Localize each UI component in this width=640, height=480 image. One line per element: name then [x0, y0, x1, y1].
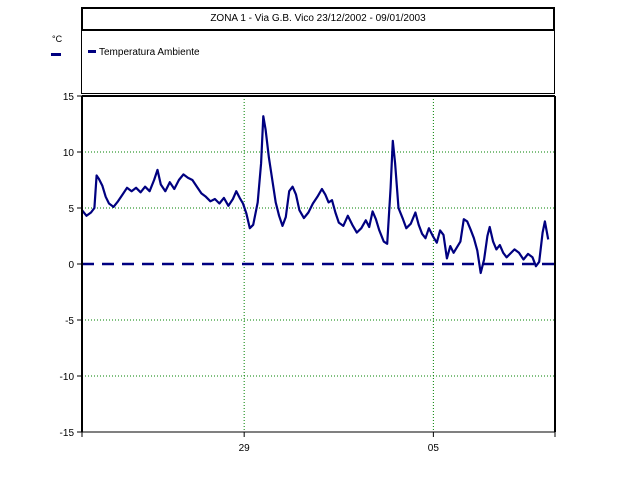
legend-swatch [88, 49, 96, 53]
legend-label: Temperatura Ambiente [99, 47, 200, 58]
x-tick-label: 29 [239, 443, 251, 454]
series-line [81, 115, 550, 275]
y-tick-label: -15 [60, 428, 75, 439]
y-tick-label: 5 [68, 204, 74, 215]
legend-item: Temperatura Ambiente [88, 47, 200, 59]
y-tick-label: 10 [63, 148, 75, 159]
y-tick-label: -5 [65, 316, 74, 327]
y-tick-label: -10 [60, 372, 75, 383]
x-tick-label: 05 [428, 443, 440, 454]
y-tick-label: 0 [68, 260, 74, 271]
y-axis-unit-label: °C [52, 34, 63, 44]
ticks: 15 10 5 0 -5 -10 -15 29 05 [60, 92, 556, 454]
y-tick-label: 15 [63, 92, 75, 103]
chart-title: ZONA 1 - Via G.B. Vico 23/12/2002 - 09/0… [81, 7, 555, 31]
legend: Temperatura Ambiente [81, 31, 555, 94]
series-layer [81, 115, 550, 275]
y-axis-unit-swatch [51, 53, 61, 56]
